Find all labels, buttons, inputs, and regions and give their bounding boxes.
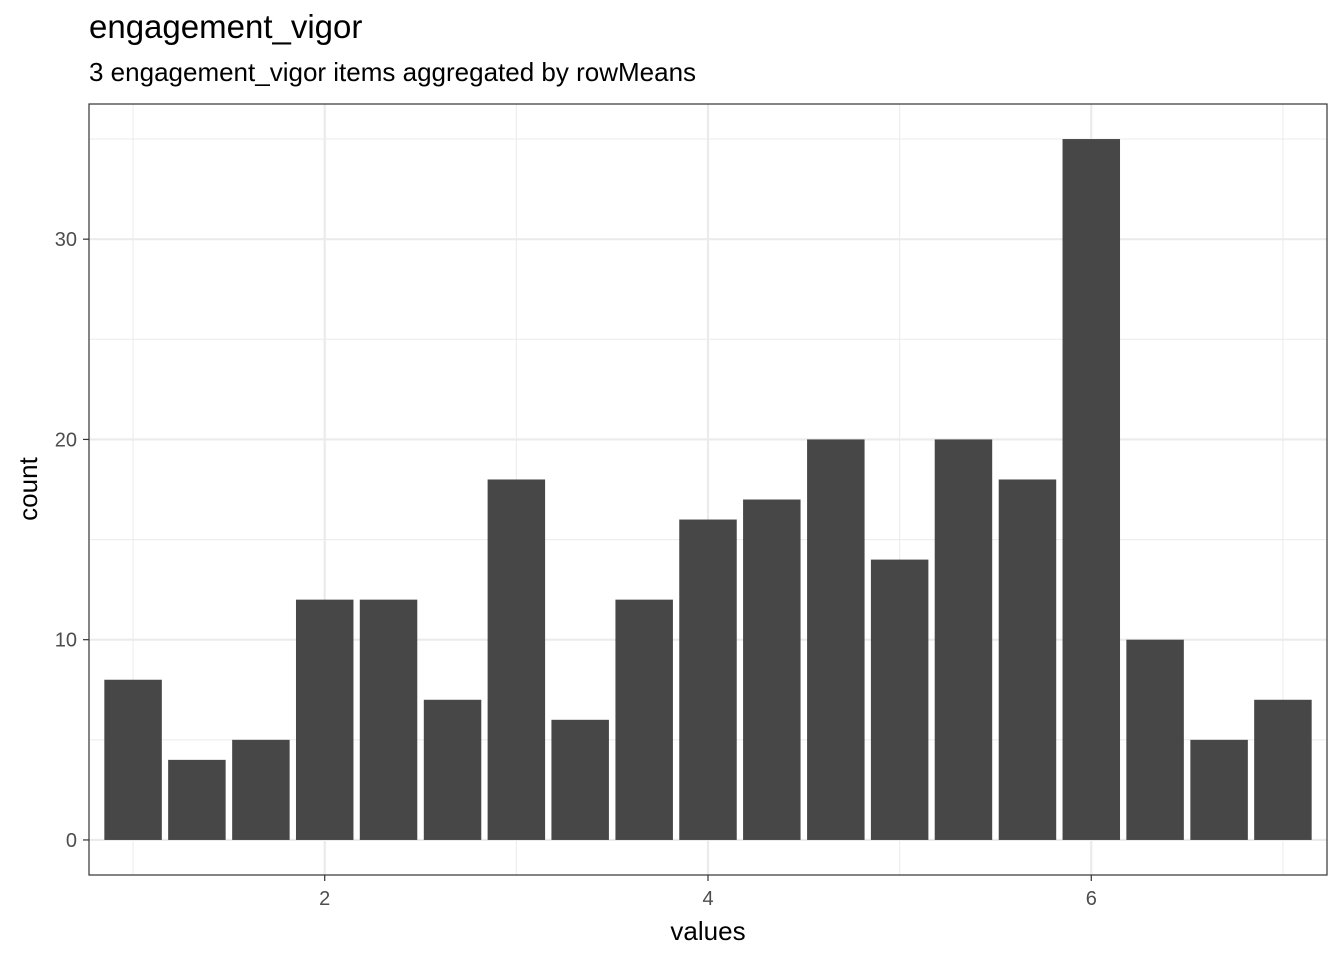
histogram-bar [870,559,929,840]
y-tick-label: 10 [55,630,77,652]
y-tick-label: 20 [55,429,77,451]
y-tick-label: 30 [55,229,77,251]
histogram-bar [359,599,418,840]
histogram-bar [807,439,865,840]
x-tick-label: 2 [319,888,330,910]
y-tick-label: 0 [66,830,77,852]
chart-title: engagement_vigor [89,8,363,45]
histogram-bar [487,479,546,840]
histogram-bar [998,479,1057,840]
histogram-bar [1062,139,1121,840]
histogram-bar [295,599,354,840]
histogram-bar [1190,739,1248,840]
histogram-bar [1126,639,1184,840]
histogram-bar [551,719,609,840]
axes: 2 4 6 0 10 20 30 [55,229,1097,910]
histogram-bar [168,759,226,840]
histogram-bar [1254,699,1312,840]
histogram-bar [104,679,162,840]
histogram-bar [232,739,290,840]
x-tick-label: 6 [1086,888,1097,910]
x-axis-title: values [670,916,745,946]
histogram-bar [615,599,673,840]
bars [104,139,1312,840]
y-axis-title: count [13,456,43,520]
x-tick-label: 4 [702,888,713,910]
histogram-bar [743,499,801,840]
chart-subtitle: 3 engagement_vigor items aggregated by r… [89,57,697,87]
histogram-bar [423,699,482,840]
histogram-bar [679,519,737,840]
histogram-bar [934,439,993,840]
